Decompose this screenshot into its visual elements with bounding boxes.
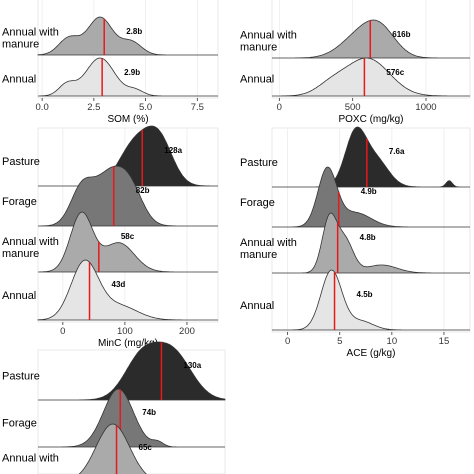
x-tick-label: 0 bbox=[60, 326, 65, 337]
x-tick-label: 1000 bbox=[415, 102, 436, 113]
category-label: Forage bbox=[240, 197, 275, 209]
x-tick-label: 200 bbox=[179, 326, 195, 337]
density-ridge bbox=[272, 212, 470, 274]
mean-label: 43d bbox=[112, 280, 126, 289]
x-axis-label: ACE (g/kg) bbox=[347, 348, 396, 359]
mean-label: 4.9b bbox=[361, 187, 377, 196]
category-label: Annual with bbox=[240, 30, 297, 42]
mean-label: 65c bbox=[139, 443, 153, 452]
x-tick-label: 10 bbox=[387, 336, 398, 347]
category-label: Annual with bbox=[2, 453, 59, 465]
category-label: Annual bbox=[240, 300, 274, 312]
category-label: Annual with bbox=[240, 237, 297, 249]
category-label: manure bbox=[2, 248, 39, 260]
x-tick-label: 0.0 bbox=[36, 102, 49, 113]
category-label: manure bbox=[2, 39, 39, 51]
category-label: Annual bbox=[240, 74, 274, 86]
density-ridge bbox=[78, 423, 147, 474]
x-axis-label: MinC (mg/kg) bbox=[98, 338, 158, 349]
density-ridge bbox=[272, 166, 470, 228]
mean-label: 82b bbox=[136, 186, 150, 195]
density-ridge bbox=[272, 57, 470, 97]
chart-panel-4: 7.6a Pasture 4.9b Forage 4.8b Annual withmanu… bbox=[240, 126, 471, 359]
density-ridge bbox=[38, 125, 218, 187]
category-label: Annual bbox=[2, 74, 36, 86]
x-tick-label: 5.0 bbox=[139, 102, 152, 113]
mean-label: 128a bbox=[164, 146, 182, 155]
mean-label: 7.6a bbox=[389, 147, 405, 156]
category-label: Pasture bbox=[2, 156, 40, 168]
mean-label: 130a bbox=[183, 361, 201, 370]
mean-label: 4.5b bbox=[357, 290, 373, 299]
category-label: Annual bbox=[2, 290, 36, 302]
mean-label: 74b bbox=[142, 408, 156, 417]
mean-label: 4.8b bbox=[360, 233, 376, 242]
category-label: Pasture bbox=[240, 157, 278, 169]
x-tick-label: 5 bbox=[337, 336, 342, 347]
x-axis-label: SOM (%) bbox=[107, 114, 148, 125]
chart-panel-3: 128a Pasture 82b Forage 58c Annual withmanure… bbox=[2, 125, 219, 349]
mean-label: 616b bbox=[392, 30, 410, 39]
x-tick-label: 500 bbox=[345, 102, 361, 113]
x-tick-label: 100 bbox=[117, 326, 133, 337]
density-ridge bbox=[37, 16, 218, 56]
category-label: manure bbox=[240, 42, 277, 54]
category-label: Pasture bbox=[2, 371, 40, 383]
x-tick-label: 15 bbox=[439, 336, 450, 347]
density-ridge bbox=[37, 259, 218, 321]
density-ridge bbox=[272, 126, 470, 188]
category-label: Annual with bbox=[2, 27, 59, 39]
density-ridge bbox=[38, 57, 218, 97]
category-label: Forage bbox=[2, 196, 37, 208]
density-ridge bbox=[38, 165, 218, 227]
density-ridge bbox=[38, 211, 218, 273]
mean-label: 2.8b bbox=[126, 27, 142, 36]
x-tick-label: 2.5 bbox=[87, 102, 100, 113]
mean-label: 58c bbox=[121, 232, 135, 241]
x-tick-label: 0 bbox=[277, 102, 282, 113]
x-tick-label: 0 bbox=[285, 336, 290, 347]
mean-label: 576c bbox=[386, 68, 404, 77]
x-tick-label: 7.5 bbox=[191, 102, 204, 113]
x-axis-label: POXC (mg/kg) bbox=[338, 114, 403, 125]
category-label: Forage bbox=[2, 418, 37, 430]
category-label: Annual with bbox=[2, 236, 59, 248]
mean-label: 2.9b bbox=[124, 68, 140, 77]
density-ridge bbox=[38, 341, 226, 401]
density-ridge bbox=[272, 269, 470, 331]
category-label: manure bbox=[240, 249, 277, 261]
chart-panel-5: 130a Pasture 74b Forage 65c Annual with bbox=[2, 341, 226, 474]
density-ridge bbox=[38, 388, 225, 448]
